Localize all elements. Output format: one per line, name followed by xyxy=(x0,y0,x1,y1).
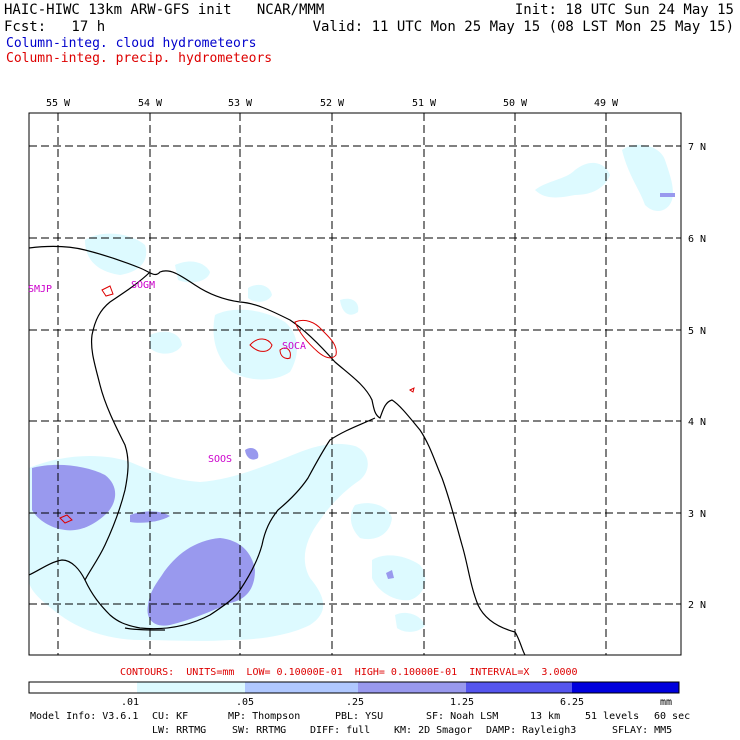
diffusion-option: DIFF: full xyxy=(310,725,371,736)
lon-label: 49 W xyxy=(594,98,619,109)
colorbar-ticks: .01 .05 .25 1.25 6.25 mm xyxy=(121,697,672,708)
contour-info: CONTOURS: UNITS=mm LOW= 0.10000E-01 HIGH… xyxy=(120,667,578,678)
grid-spacing: 13 km xyxy=(530,711,561,722)
lon-labels: 55 W 54 W 53 W 52 W 51 W 50 W 49 W xyxy=(46,98,619,109)
graticule xyxy=(29,113,681,655)
lat-label: 2 N xyxy=(688,600,706,611)
lon-label: 55 W xyxy=(46,98,71,109)
station-layer: SMJP SOGM SOCA SOOS xyxy=(28,280,306,465)
model-version: Model Info: V3.6.1 xyxy=(30,711,139,722)
cumulus-scheme: CU: KF xyxy=(152,711,189,722)
vertical-levels: 51 levels xyxy=(585,711,640,722)
cloud-legend-label: Column-integ. cloud hydrometeors xyxy=(6,36,257,51)
coastlines xyxy=(29,245,526,655)
lat-label: 5 N xyxy=(688,326,706,337)
colorbar-units: mm xyxy=(660,697,672,708)
damping-option: DAMP: Rayleigh3 xyxy=(486,725,577,736)
surface-scheme: SF: Noah LSM xyxy=(426,711,499,722)
colorbar-tick: .05 xyxy=(236,697,254,708)
precip-legend-label: Column-integ. precip. hydrometeors xyxy=(6,51,273,66)
lon-label: 52 W xyxy=(320,98,345,109)
colorbar-tick: 1.25 xyxy=(450,697,474,708)
microphysics-scheme: MP: Thompson xyxy=(228,711,301,722)
lat-labels: 7 N 6 N 5 N 4 N 3 N 2 N xyxy=(688,142,706,611)
lat-label: 4 N xyxy=(688,417,706,428)
longwave-scheme: LW: RRTMG xyxy=(152,725,207,736)
surface-layer-option: SFLAY: MM5 xyxy=(612,725,673,736)
shading-layer xyxy=(29,144,675,641)
header-title: HAIC-HIWC 13km ARW-GFS init NCAR/MMM xyxy=(4,2,325,18)
lon-label: 54 W xyxy=(138,98,163,109)
lat-label: 6 N xyxy=(688,234,706,245)
forecast-hour: Fcst: 17 h xyxy=(4,19,106,35)
colorbar-tick: .01 xyxy=(121,697,139,708)
station-soos: SOOS xyxy=(208,454,232,465)
time-step: 60 sec xyxy=(654,711,691,722)
km-option: KM: 2D Smagor xyxy=(394,725,473,736)
pbl-scheme: PBL: YSU xyxy=(335,711,384,722)
plot-frame xyxy=(28,112,682,656)
lon-label: 51 W xyxy=(412,98,437,109)
lat-label: 7 N xyxy=(688,142,706,153)
station-soca: SOCA xyxy=(282,341,306,352)
station-sogm: SOGM xyxy=(131,280,155,291)
colorbar-tick: 6.25 xyxy=(560,697,584,708)
station-smjp: SMJP xyxy=(28,284,52,295)
lon-label: 50 W xyxy=(503,98,528,109)
colorbar xyxy=(28,681,680,694)
colorbar-tick: .25 xyxy=(346,697,364,708)
lon-label: 53 W xyxy=(228,98,253,109)
valid-time: Valid: 11 UTC Mon 25 May 15 (08 LST Mon … xyxy=(312,19,734,35)
lat-label: 3 N xyxy=(688,509,706,520)
shortwave-scheme: SW: RRTMG xyxy=(232,725,287,736)
precip-contours xyxy=(59,285,415,524)
init-time: Init: 18 UTC Sun 24 May 15 xyxy=(514,2,734,18)
tick-marks xyxy=(57,113,681,605)
